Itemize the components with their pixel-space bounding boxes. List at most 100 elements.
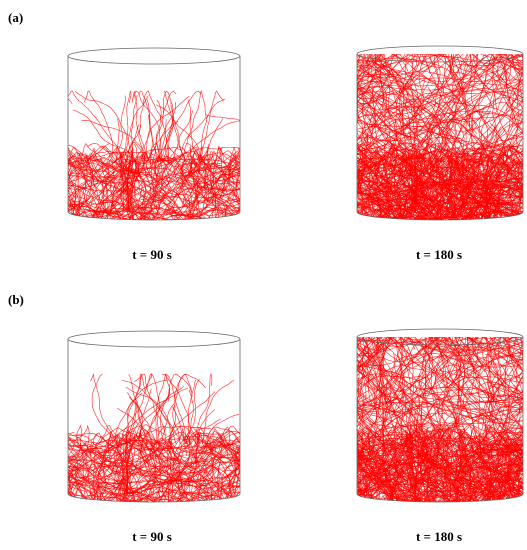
trajectory [357, 337, 482, 412]
trajectory [141, 473, 240, 483]
trajectory [203, 151, 210, 211]
trajectory [135, 162, 147, 220]
trajectory [399, 337, 466, 433]
trajectory [144, 373, 160, 445]
trajectory [357, 91, 442, 220]
trajectory [426, 337, 523, 387]
trajectory [483, 337, 523, 491]
trajectory [68, 189, 144, 218]
trajectory [386, 401, 523, 429]
trajectory [183, 177, 240, 220]
trajectory [115, 452, 207, 483]
trajectory [393, 355, 472, 502]
trajectory [92, 461, 151, 502]
trajectory [178, 115, 208, 163]
trajectory [357, 54, 388, 204]
trajectory [399, 337, 522, 466]
trajectory [433, 54, 523, 176]
trajectory [68, 197, 134, 220]
trajectory [404, 337, 468, 446]
trajectory [377, 54, 465, 173]
trajectory [410, 54, 466, 201]
trajectory [139, 466, 198, 502]
trajectory [477, 337, 500, 476]
trajectory [68, 168, 136, 220]
trajectory [135, 158, 217, 204]
trajectory [129, 388, 152, 445]
trajectory [115, 118, 120, 163]
trajectory [204, 414, 240, 445]
trajectory [357, 354, 444, 450]
trajectory [449, 71, 523, 202]
trajectory [357, 395, 406, 502]
trajectory [98, 433, 174, 480]
trajectory [357, 59, 457, 85]
trajectory [357, 90, 449, 220]
trajectory [396, 54, 523, 148]
trajectory [155, 147, 240, 175]
trajectory [367, 158, 460, 174]
trajectory [389, 337, 462, 440]
trajectory [169, 160, 208, 212]
trajectory [119, 425, 195, 472]
trajectory [357, 337, 444, 427]
trajectory [385, 154, 404, 206]
trajectory [68, 155, 109, 208]
trajectory [357, 67, 465, 167]
trajectory [183, 90, 207, 162]
trajectory [357, 337, 449, 448]
trajectory [117, 407, 154, 445]
trajectories [68, 90, 240, 220]
cylinder-bottom [356, 493, 524, 503]
trajectories [68, 373, 240, 502]
trajectory [386, 337, 480, 425]
trajectory [105, 155, 138, 217]
trajectory [68, 167, 130, 205]
trajectory [129, 434, 208, 487]
trajectory [133, 151, 152, 202]
trajectory [424, 337, 469, 445]
trajectory [197, 442, 240, 497]
trajectory [424, 337, 461, 427]
trajectory [449, 54, 474, 215]
trajectory [210, 428, 237, 495]
trajectory [357, 92, 428, 220]
trajectory [68, 432, 98, 502]
trajectory [158, 118, 167, 163]
trajectory [402, 117, 438, 220]
trajectory [357, 54, 404, 136]
trajectory [385, 403, 523, 429]
trajectory [68, 459, 142, 470]
trajectory [411, 110, 477, 220]
trajectory [184, 463, 240, 494]
trajectory [382, 397, 495, 502]
trajectory [163, 90, 186, 163]
trajectory [440, 133, 523, 220]
trajectory [143, 438, 190, 502]
trajectory [384, 340, 523, 403]
trajectory [91, 373, 114, 445]
trajectory [90, 373, 119, 445]
trajectory [228, 146, 240, 197]
trajectory [68, 145, 93, 206]
trajectory [159, 115, 169, 163]
trajectory [408, 54, 523, 144]
trajectory [184, 114, 240, 163]
trajectory [445, 337, 523, 470]
trajectory [120, 152, 125, 212]
trajectory [119, 459, 214, 486]
trajectory [399, 54, 460, 165]
trajectory [128, 154, 144, 213]
trajectory [125, 434, 128, 495]
trajectory [430, 384, 523, 502]
trajectory [426, 414, 488, 502]
trajectory [187, 379, 200, 445]
trajectory [106, 454, 199, 477]
caption: t = 180 s [416, 247, 462, 262]
trajectory [202, 379, 235, 445]
trajectory [357, 395, 460, 502]
trajectory [154, 456, 240, 464]
trajectory [359, 54, 469, 188]
trajectory [68, 158, 128, 220]
trajectory [357, 91, 479, 195]
